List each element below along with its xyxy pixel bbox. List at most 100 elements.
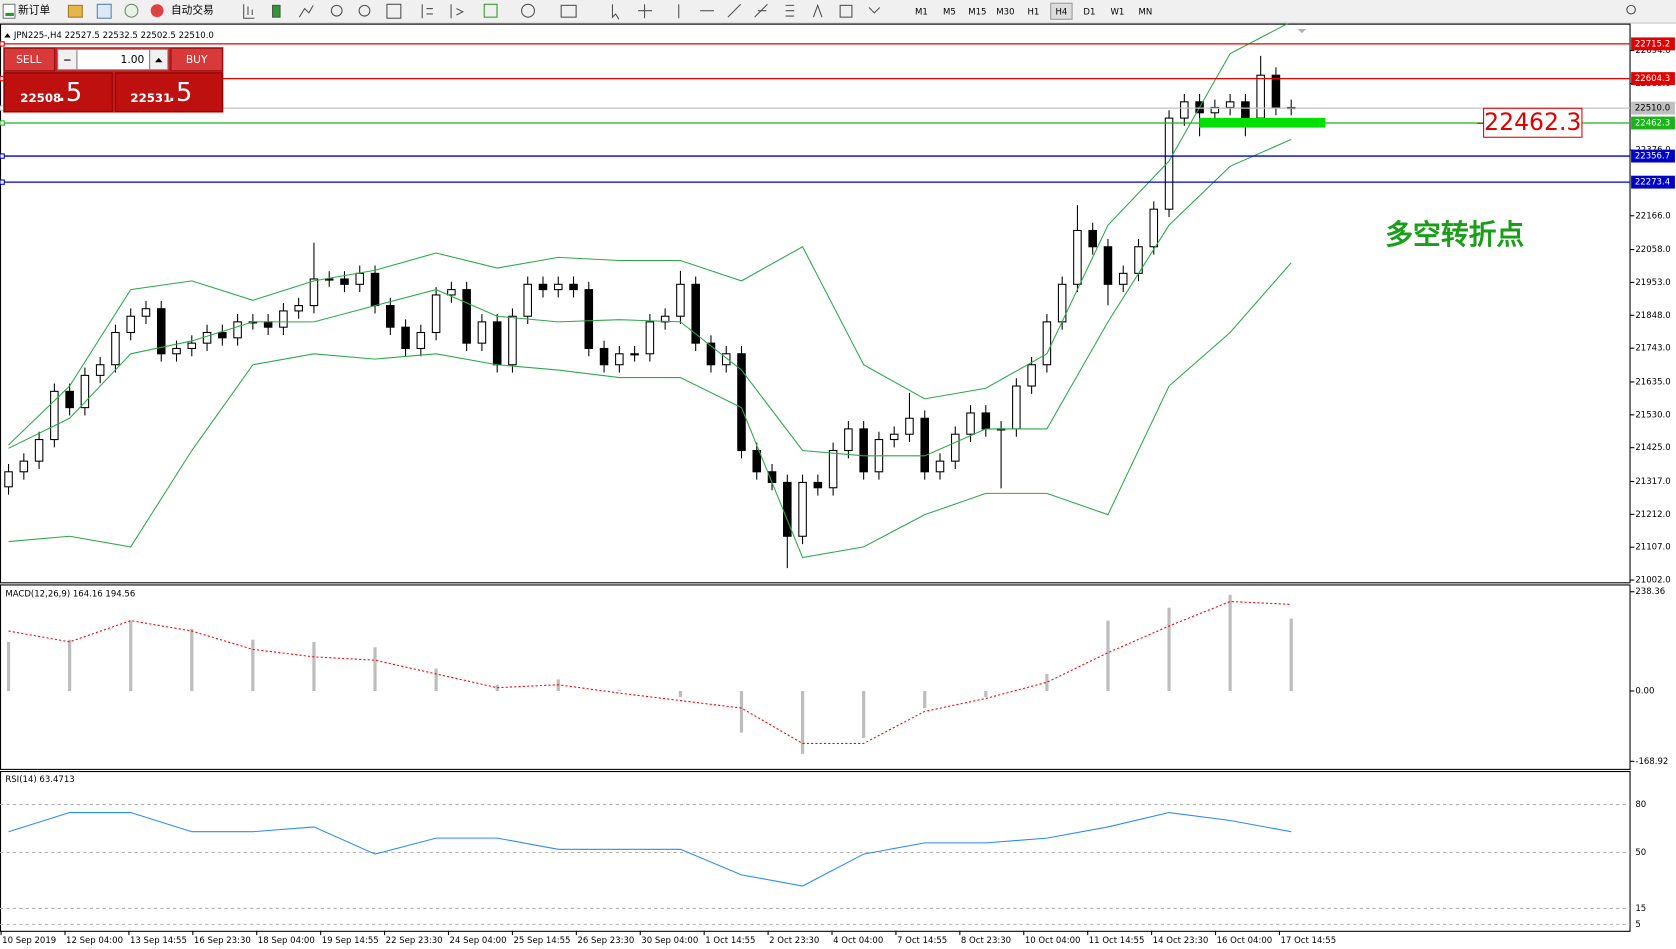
macd-bar (800, 690, 805, 754)
icon-button[interactable] (124, 3, 139, 18)
x-tick-label: 4 Oct 04:00 (833, 936, 883, 946)
level-handle (0, 41, 5, 47)
timeframe-button[interactable]: MN (1139, 7, 1153, 17)
price-plot (4, 23, 1296, 569)
timeframe-button[interactable]: M1 (915, 7, 928, 17)
timeframe-button[interactable]: M30 (996, 7, 1014, 17)
ask-box[interactable] (114, 72, 223, 113)
level-label: 22604.3 (1635, 74, 1670, 84)
y-tick-label: 21425.0 (1635, 443, 1670, 453)
rsi-line (8, 811, 1292, 887)
level-label-bg (1631, 37, 1675, 51)
icon-button[interactable] (421, 4, 433, 19)
y-tick-label: 22166.0 (1635, 211, 1670, 221)
annotation: 多空转折点 (1385, 218, 1524, 251)
candle-body (1042, 321, 1052, 366)
icon-button[interactable] (67, 4, 83, 18)
candle-body (279, 310, 288, 328)
candle-body (935, 460, 945, 473)
toolbar: 新订单 自动交易 (0, 0, 1676, 24)
x-tick-label: 2 Oct 23:30 (769, 936, 819, 946)
icon (154, 57, 163, 63)
macd-label: MACD(12,26,9) 164.16 194.56 (5, 590, 135, 600)
icon-button[interactable] (560, 4, 577, 18)
bid-box[interactable] (3, 72, 113, 113)
macd-bar (68, 639, 72, 691)
macd-panel (0, 584, 1631, 770)
macd-bar (434, 668, 438, 691)
icon-button[interactable] (785, 4, 795, 17)
icon-button[interactable] (330, 4, 343, 17)
timeframe-button[interactable]: M5 (943, 7, 956, 17)
buy-button[interactable]: BUY (170, 47, 223, 72)
candle-body (859, 428, 868, 473)
timeframe-button[interactable]: M15 (968, 7, 986, 17)
icon-button[interactable] (521, 3, 535, 18)
candle-body (920, 417, 930, 473)
candle-body (813, 481, 823, 489)
x-tick-label: 12 Sep 04:00 (66, 936, 123, 946)
icon-button[interactable] (754, 3, 768, 18)
toolbar-bg (0, 0, 1676, 24)
search-button[interactable] (1626, 4, 1636, 15)
candle-body (202, 331, 212, 344)
shift-marker (1297, 28, 1307, 34)
icon-button[interactable] (839, 4, 853, 18)
bid-main: 22508 (20, 91, 61, 105)
icon-button[interactable] (483, 3, 498, 18)
x-tick-label: 24 Sep 04:00 (450, 936, 507, 946)
candle-body (492, 321, 502, 366)
icon-button[interactable] (243, 4, 255, 19)
candle-body (340, 278, 349, 285)
x-tick-label: 11 Oct 14:55 (1089, 936, 1145, 946)
icon-button[interactable] (450, 4, 465, 19)
y-tick-label: 0.00 (1635, 686, 1654, 696)
timeframe-button[interactable]: H1 (1027, 7, 1039, 17)
icon-button[interactable] (611, 4, 620, 20)
candle-body (386, 305, 395, 328)
icon-button[interactable] (96, 3, 112, 19)
tool-icons (243, 3, 1636, 20)
y-tick-label: 15 (1635, 904, 1646, 914)
macd-bar (862, 690, 866, 739)
candle-body (706, 342, 716, 366)
icon-button[interactable] (272, 4, 281, 18)
new-order-button[interactable]: 新订单 (2, 4, 50, 19)
ask-main: 22531 (130, 91, 171, 105)
icon-button[interactable] (386, 3, 402, 19)
icon-button[interactable] (812, 3, 823, 18)
candle-body (50, 390, 59, 441)
icon-button[interactable] (358, 4, 371, 17)
buy-label: BUY (186, 53, 208, 66)
icon-button[interactable] (868, 7, 881, 14)
auto-trading-button[interactable]: 自动交易 (150, 4, 214, 18)
candle-body (431, 294, 441, 334)
icon-button[interactable] (638, 4, 653, 19)
timeframe-button[interactable]: H4 (1055, 7, 1067, 17)
rsi-plot (0, 804, 1631, 925)
rsi-panel (0, 770, 1631, 932)
candle-body (1241, 101, 1250, 119)
x-tick-label: 10 Oct 04:00 (1025, 936, 1081, 946)
ask-fraction: .5 (168, 78, 192, 108)
level-label-bg (1631, 149, 1675, 163)
main-panel (0, 23, 1631, 584)
candle-body (462, 289, 471, 344)
icon-button[interactable] (727, 3, 742, 18)
macd-bar (1289, 618, 1293, 691)
y-tick-label: 50 (1635, 848, 1646, 858)
candle-body (34, 439, 44, 462)
y-tick-label: 21317.0 (1635, 477, 1670, 487)
sell-button[interactable]: SELL (3, 47, 56, 72)
candle-body (783, 481, 792, 537)
icon-button[interactable] (298, 5, 314, 18)
candle-body (538, 283, 548, 291)
timeframe-button[interactable]: D1 (1083, 7, 1095, 17)
timeframe-button[interactable]: W1 (1110, 7, 1124, 17)
y-tick-label: 238.36 (1635, 587, 1665, 597)
macd-bar (678, 690, 683, 698)
x-tick-label: 22 Sep 23:30 (386, 936, 443, 946)
x-tick-label: 16 Sep 23:30 (194, 936, 251, 946)
candle-body (126, 315, 135, 334)
